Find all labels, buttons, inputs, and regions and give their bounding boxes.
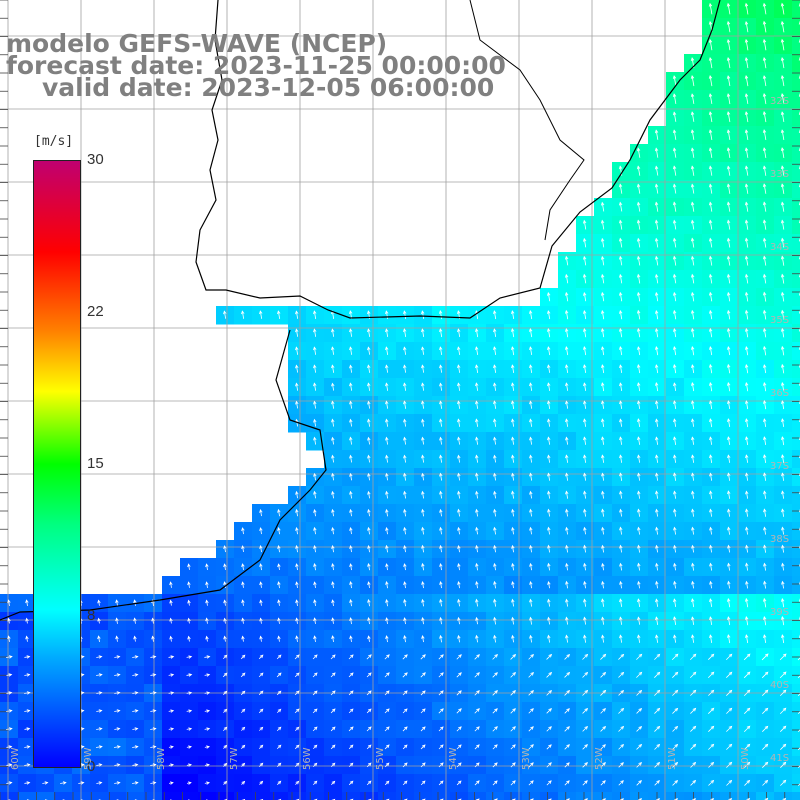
- latitude-label: 38S: [770, 534, 789, 545]
- longitude-label: 57W: [229, 747, 240, 770]
- colorbar-tick-22: 22: [87, 303, 104, 320]
- longitude-label: 51W: [667, 747, 678, 770]
- latitude-label: 33S: [770, 169, 789, 180]
- latitude-label: 39S: [770, 607, 789, 618]
- longitude-label: 60W: [10, 747, 21, 770]
- longitude-label: 53W: [521, 747, 532, 770]
- longitude-label: 52W: [594, 747, 605, 770]
- longitude-label: 54W: [448, 747, 459, 770]
- longitude-label: 56W: [302, 747, 313, 770]
- colorbar-tick-15: 15: [87, 455, 104, 472]
- colorbar-tick-8: 8: [87, 607, 95, 624]
- latitude-label: 34S: [770, 242, 789, 253]
- latitude-label: 35S: [770, 315, 789, 326]
- title-valid-date: valid date: 2023-12-05 06:00:00: [42, 75, 494, 100]
- colorbar-tick-30: 30: [87, 151, 104, 168]
- latitude-label: 37S: [770, 461, 789, 472]
- longitude-label: 50W: [740, 747, 751, 770]
- colorbar: [33, 160, 81, 768]
- longitude-label: 58W: [156, 747, 167, 770]
- longitude-label: 55W: [375, 747, 386, 770]
- longitude-label: 59W: [83, 747, 94, 770]
- latitude-label: 36S: [770, 388, 789, 399]
- latitude-label: 41S: [770, 753, 789, 764]
- latitude-label: 40S: [770, 680, 789, 691]
- colorbar-unit: [m/s]: [34, 134, 73, 149]
- latitude-label: 32S: [770, 96, 789, 107]
